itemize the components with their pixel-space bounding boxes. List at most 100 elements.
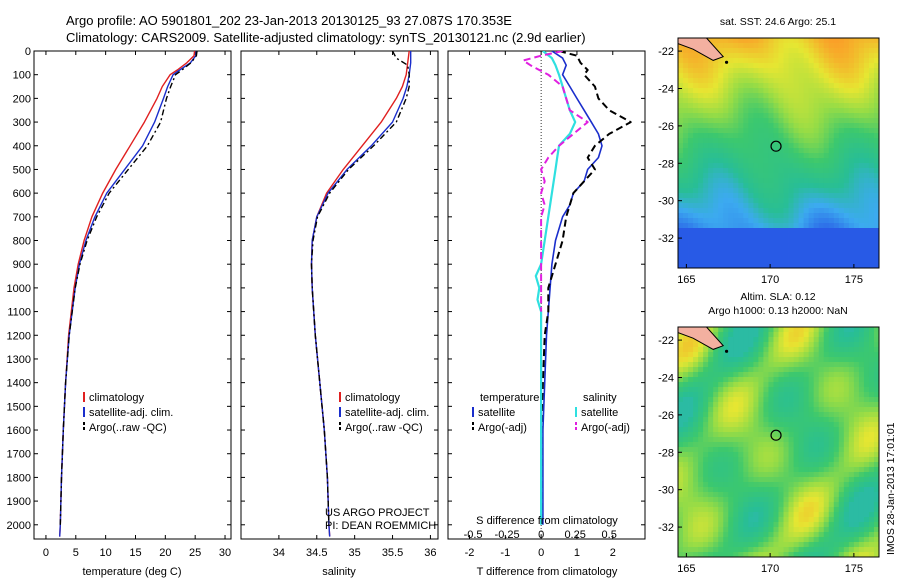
map-cell (778, 552, 784, 557)
map-cell (778, 372, 784, 378)
map-cell (808, 347, 815, 353)
map-cell (718, 143, 724, 149)
depth-tick-label: 300 (13, 117, 31, 129)
map-cell (683, 397, 689, 403)
map-cell (803, 148, 810, 154)
map-cell (688, 392, 694, 398)
map-cell (738, 347, 744, 353)
map-cell (733, 452, 739, 458)
salinity-depth-ticks (241, 50, 438, 526)
map-cell (713, 113, 719, 119)
map-cell (693, 497, 699, 503)
map-cell (688, 53, 694, 59)
map-cell (678, 78, 684, 84)
map-cell (798, 337, 805, 343)
map-cell (713, 203, 719, 209)
map-cell (783, 113, 789, 119)
map-cell (763, 63, 769, 69)
map-cell (868, 452, 875, 458)
map-cell (813, 477, 820, 483)
map-cell (763, 537, 769, 543)
map-cell (783, 143, 789, 149)
map-cell (818, 337, 825, 343)
map-cell (768, 417, 774, 423)
map-cell (783, 248, 789, 254)
map-cell (778, 118, 784, 124)
map-cell (738, 462, 744, 468)
map-cell (768, 108, 774, 114)
map-cell (818, 392, 825, 398)
map-cell (843, 552, 850, 557)
map-cell (828, 422, 835, 428)
map-cell (848, 98, 855, 104)
map-cell (768, 193, 774, 199)
map-cell (818, 477, 825, 483)
map-cell (793, 377, 800, 383)
map-cell (853, 198, 860, 204)
map-cell (863, 263, 870, 268)
map-cell (728, 532, 734, 538)
map-cell (803, 238, 810, 244)
map-cell (748, 43, 754, 49)
map-cell (803, 138, 810, 144)
map-cell (713, 397, 719, 403)
map-cell (678, 367, 684, 373)
map-cell (853, 218, 860, 224)
map-cell (678, 402, 684, 408)
map-cell (743, 367, 749, 373)
map-cell (853, 233, 860, 239)
map-cell (743, 193, 749, 199)
map-cell (753, 357, 759, 363)
map-cell (693, 108, 699, 114)
map-cell (853, 532, 860, 538)
map-cell (743, 213, 749, 219)
map-cell (853, 243, 860, 249)
map-cell (783, 218, 789, 224)
map-cell (823, 512, 830, 518)
map-cell (693, 467, 699, 473)
map-cell (698, 83, 704, 89)
map-cell (788, 552, 794, 557)
map-cell (838, 153, 845, 159)
map-cell (763, 482, 769, 488)
map-cell (823, 457, 830, 463)
map-cell (703, 397, 709, 403)
map-cell (763, 467, 769, 473)
map-cell (728, 263, 734, 268)
map-cell (873, 133, 879, 139)
map-cell (793, 258, 800, 264)
map-cell (683, 377, 689, 383)
map-cell (773, 153, 779, 159)
map-cell (778, 537, 784, 543)
map-cell (793, 452, 800, 458)
map-cell (868, 412, 875, 418)
map-cell (823, 502, 830, 508)
map-cell (688, 123, 694, 129)
map-cell (873, 48, 879, 54)
map-cell (828, 153, 835, 159)
map-cell (728, 392, 734, 398)
map-cell (788, 208, 794, 214)
map-cell (793, 203, 800, 209)
map-cell (738, 522, 744, 528)
map-cell (708, 248, 714, 254)
map-cell (823, 188, 830, 194)
map-cell (788, 417, 794, 423)
map-cell (683, 233, 689, 239)
map-cell (708, 88, 714, 94)
map-cell (798, 412, 805, 418)
map-cell (708, 372, 714, 378)
map-cell (723, 467, 729, 473)
map-cell (708, 113, 714, 119)
map-cell (783, 477, 789, 483)
map-cell (768, 68, 774, 74)
map-cell (748, 422, 754, 428)
map-cell (703, 208, 709, 214)
map-cell (773, 253, 779, 259)
map-cell (698, 253, 704, 259)
map-cell (713, 208, 719, 214)
map-cell (843, 178, 850, 184)
map-cell (808, 203, 815, 209)
map-cell (838, 228, 845, 234)
map-cell (868, 442, 875, 448)
